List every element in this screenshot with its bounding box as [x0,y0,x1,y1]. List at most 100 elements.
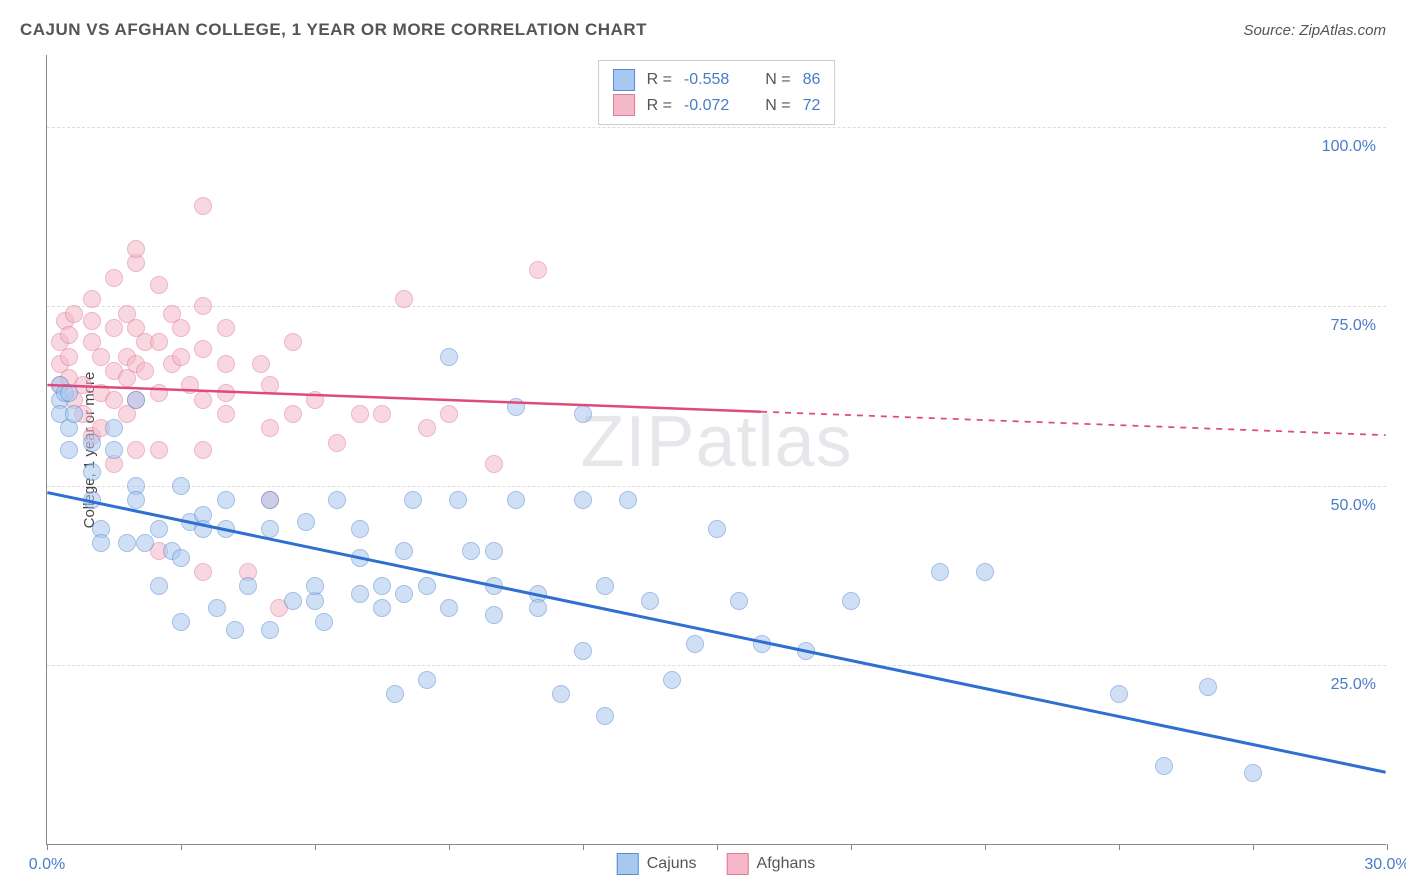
x-tick [851,844,852,850]
data-point [842,592,860,610]
legend-series: Cajuns Afghans [617,853,816,875]
data-point [105,441,123,459]
data-point [60,384,78,402]
n-value-afghans: 72 [803,93,821,119]
data-point [328,491,346,509]
y-tick-label: 50.0% [1331,497,1376,515]
chart-title: CAJUN VS AFGHAN COLLEGE, 1 YEAR OR MORE … [20,20,647,40]
data-point [172,613,190,631]
data-point [150,441,168,459]
legend-label-afghans: Afghans [757,855,816,873]
data-point [194,441,212,459]
data-point [529,261,547,279]
data-point [239,577,257,595]
data-point [194,297,212,315]
legend-stats-row-cajuns: R = -0.558 N = 86 [613,67,821,93]
r-label: R = [647,93,672,119]
data-point [261,520,279,538]
data-point [395,585,413,603]
swatch-cajuns [613,69,635,91]
data-point [217,384,235,402]
data-point [150,333,168,351]
data-point [217,355,235,373]
data-point [931,563,949,581]
data-point [127,441,145,459]
data-point [60,348,78,366]
data-point [418,577,436,595]
data-point [65,405,83,423]
x-tick [1253,844,1254,850]
data-point [395,290,413,308]
data-point [373,405,391,423]
data-point [386,685,404,703]
data-point [529,599,547,617]
x-tick [315,844,316,850]
data-point [284,405,302,423]
data-point [574,642,592,660]
source-attribution: Source: ZipAtlas.com [1243,22,1386,39]
data-point [574,405,592,423]
data-point [217,405,235,423]
data-point [619,491,637,509]
data-point [485,542,503,560]
data-point [172,348,190,366]
legend-item-cajuns: Cajuns [617,853,697,875]
data-point [172,319,190,337]
swatch-afghans [613,94,635,116]
plot-area: ZIPatlas R = -0.558 N = 86 R = -0.072 N … [46,55,1386,845]
data-point [395,542,413,560]
data-point [1155,757,1173,775]
n-value-cajuns: 86 [803,67,821,93]
data-point [306,391,324,409]
data-point [552,685,570,703]
data-point [217,319,235,337]
data-point [418,671,436,689]
data-point [83,434,101,452]
data-point [462,542,480,560]
n-label: N = [765,93,790,119]
data-point [136,534,154,552]
data-point [127,491,145,509]
data-point [194,391,212,409]
gridline [47,665,1386,666]
gridline [47,127,1386,128]
data-point [449,491,467,509]
data-point [105,319,123,337]
data-point [127,240,145,258]
data-point [118,534,136,552]
data-point [105,419,123,437]
data-point [217,520,235,538]
data-point [181,376,199,394]
data-point [328,434,346,452]
data-point [507,491,525,509]
data-point [306,577,324,595]
data-point [797,642,815,660]
x-tick [1387,844,1388,850]
data-point [485,577,503,595]
watermark: ZIPatlas [580,400,852,482]
x-tick-label: 0.0% [29,856,65,874]
data-point [730,592,748,610]
x-tick [1119,844,1120,850]
legend-stats: R = -0.558 N = 86 R = -0.072 N = 72 [598,60,836,125]
data-point [194,340,212,358]
data-point [373,577,391,595]
data-point [596,707,614,725]
data-point [261,621,279,639]
r-value-cajuns: -0.558 [684,67,729,93]
swatch-afghans [727,853,749,875]
data-point [172,477,190,495]
gridline [47,486,1386,487]
data-point [83,312,101,330]
data-point [440,405,458,423]
data-point [373,599,391,617]
trend-lines [47,55,1386,844]
data-point [60,326,78,344]
data-point [507,398,525,416]
data-point [753,635,771,653]
data-point [172,549,190,567]
data-point [485,455,503,473]
data-point [150,520,168,538]
data-point [261,491,279,509]
x-tick [985,844,986,850]
